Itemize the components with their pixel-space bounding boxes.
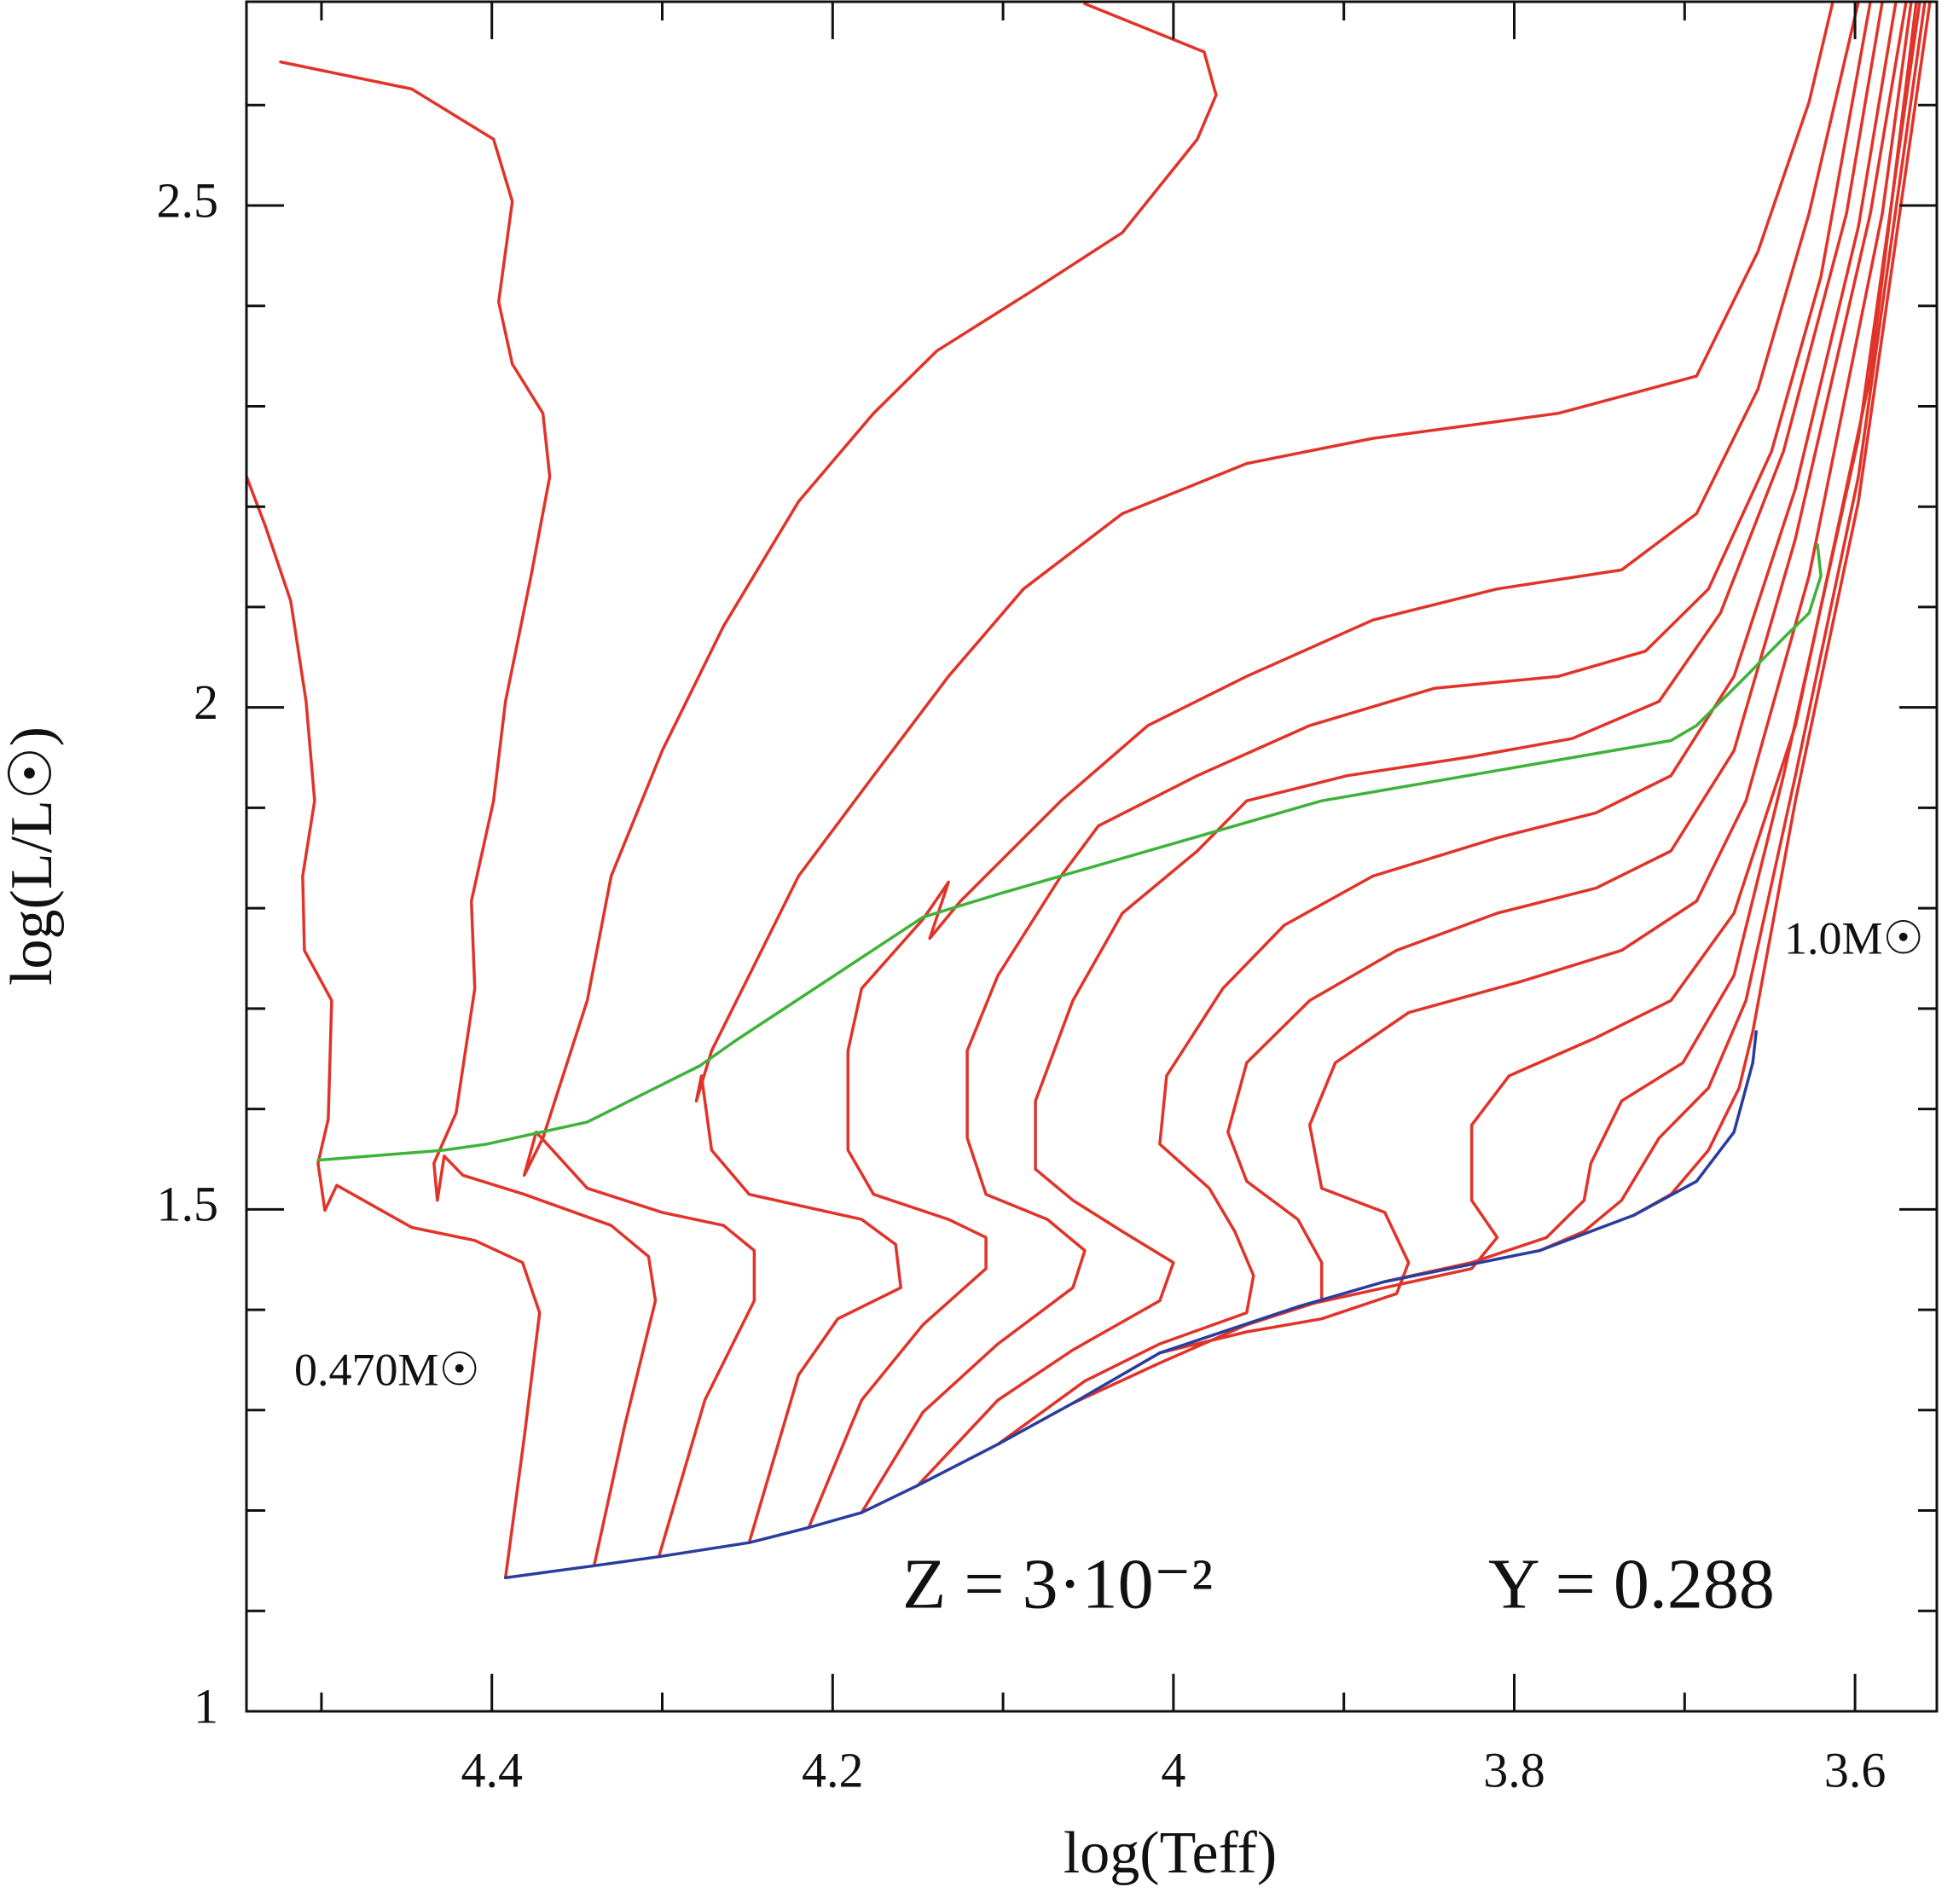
track (1071, 2, 1908, 1405)
x-axis-label: log(Teff) (1064, 1820, 1277, 1886)
track (316, 543, 1823, 1162)
info-text: Y = 0.288 (1488, 1544, 1775, 1623)
track (916, 2, 1884, 1487)
x-tick-label: 4 (1161, 1742, 1185, 1797)
track (522, 2, 1218, 1559)
x-tick-label: 4.2 (802, 1742, 864, 1797)
track (246, 475, 542, 1580)
track (1296, 2, 1918, 1309)
annotation: 0.470M☉ (294, 1344, 480, 1395)
track (1158, 2, 1913, 1355)
track (1382, 2, 1921, 1283)
track (996, 2, 1898, 1446)
y-tick-label: 1 (194, 1678, 218, 1733)
track (807, 2, 1860, 1530)
track (279, 60, 658, 1568)
annotation: 1.0M☉ (1784, 912, 1924, 964)
track (503, 1030, 1758, 1580)
y-tick-label: 2.5 (157, 172, 219, 228)
info-text: Z = 3·10⁻² (902, 1544, 1213, 1623)
x-tick-label: 3.8 (1483, 1742, 1545, 1797)
track (694, 2, 1834, 1544)
y-axis-label: log(L/L☉) (0, 726, 65, 986)
curves (246, 2, 1932, 1580)
track (1538, 2, 1927, 1253)
plot-frame (245, 0, 1939, 1713)
y-tick-label: 1.5 (157, 1177, 219, 1232)
x-tick-label: 3.6 (1824, 1742, 1887, 1797)
y-tick-label: 2 (194, 674, 218, 730)
track (1632, 2, 1932, 1218)
x-tick-label: 4.4 (461, 1742, 523, 1797)
